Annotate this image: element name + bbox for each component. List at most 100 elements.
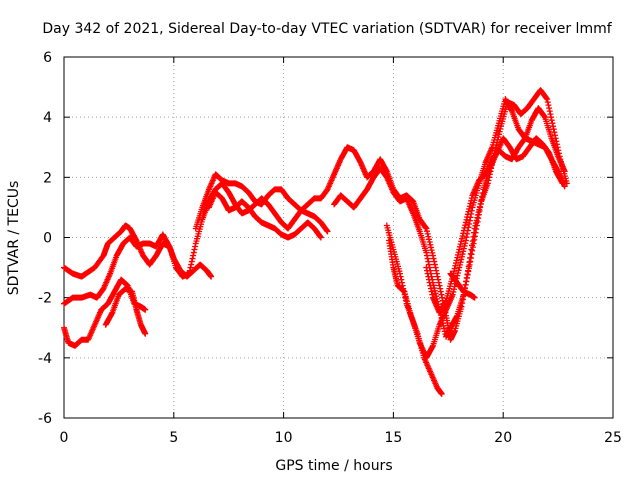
- data-point: [412, 200, 414, 202]
- data-point: [471, 206, 474, 209]
- data-point: [557, 170, 559, 172]
- data-point: [247, 191, 250, 193]
- data-point: [195, 227, 197, 230]
- data-point: [74, 345, 76, 347]
- data-point: [144, 309, 146, 311]
- data-point: [320, 221, 322, 224]
- data-point: [135, 309, 138, 311]
- data-point: [140, 324, 142, 326]
- data-point: [566, 182, 568, 184]
- data-point: [564, 170, 566, 172]
- data-point: [107, 242, 109, 245]
- data-point: [346, 146, 348, 148]
- data-point: [463, 291, 465, 293]
- data-point: [504, 155, 506, 157]
- data-point: [293, 203, 296, 206]
- data-point: [544, 116, 546, 118]
- data-point: [155, 245, 157, 248]
- data-point: [485, 161, 487, 163]
- data-point: [102, 254, 105, 257]
- x-tick-label: 0: [60, 430, 69, 446]
- data-point: [127, 285, 129, 287]
- data-point: [430, 372, 432, 374]
- data-point: [102, 288, 105, 290]
- y-tick-label: 2: [43, 170, 52, 186]
- data-point: [241, 185, 243, 187]
- data-point: [449, 273, 452, 275]
- data-point: [80, 276, 83, 278]
- data-point: [287, 227, 289, 230]
- data-point: [85, 273, 87, 275]
- data-point: [353, 149, 355, 151]
- data-point: [234, 182, 236, 184]
- data-point: [120, 279, 122, 281]
- data-point: [72, 297, 74, 299]
- data-point: [280, 233, 283, 236]
- data-point: [359, 197, 362, 199]
- data-point: [405, 197, 408, 199]
- data-point: [313, 215, 315, 218]
- data-point: [379, 158, 381, 160]
- data-point: [386, 176, 388, 178]
- data-point: [313, 227, 315, 230]
- data-point: [478, 179, 480, 181]
- data-point: [412, 321, 414, 323]
- data-point: [241, 200, 243, 202]
- data-point: [280, 188, 283, 190]
- data-point: [405, 303, 408, 305]
- data-point: [287, 236, 289, 239]
- data-point: [109, 273, 111, 275]
- data-point: [293, 218, 296, 221]
- data-point: [399, 273, 401, 275]
- data-point: [63, 303, 65, 305]
- data-point: [326, 188, 329, 190]
- data-point: [546, 98, 548, 100]
- data-point: [465, 239, 467, 242]
- data-point: [412, 212, 414, 215]
- series-5: [192, 87, 570, 343]
- data-point: [94, 266, 96, 269]
- data-point: [465, 221, 467, 224]
- grid: [64, 57, 613, 418]
- data-point: [122, 242, 124, 245]
- data-point: [397, 285, 399, 287]
- data-point: [274, 188, 276, 190]
- data-point: [320, 236, 322, 239]
- data-point: [208, 188, 210, 190]
- data-point: [537, 107, 539, 109]
- data-point: [195, 242, 197, 245]
- data-point: [346, 200, 348, 202]
- data-point: [419, 342, 421, 344]
- data-point: [118, 294, 120, 296]
- data-point: [199, 263, 201, 266]
- data-point: [333, 173, 335, 175]
- data-point: [359, 161, 362, 163]
- data-point: [300, 227, 302, 230]
- data-point: [142, 242, 144, 245]
- plot-frame: [63, 56, 614, 419]
- data-point: [100, 309, 102, 311]
- data-point: [214, 191, 217, 193]
- data-point: [386, 224, 388, 227]
- y-tick-label: -4: [38, 351, 52, 367]
- series-4: [102, 285, 149, 337]
- data-point: [214, 173, 217, 175]
- data-point: [113, 291, 116, 293]
- data-point: [399, 200, 401, 202]
- data-point: [63, 327, 65, 329]
- y-tick-label: 4: [43, 110, 52, 126]
- data-point: [449, 327, 452, 329]
- data-point: [113, 236, 116, 239]
- y-tick-label: -2: [38, 291, 52, 307]
- data-point: [201, 218, 203, 221]
- data-point: [155, 254, 157, 257]
- axis-ticks: 0 5 10 15 20 25 -6 -4 -2 0 2 4 6: [38, 50, 622, 446]
- data-point: [522, 155, 524, 157]
- data-point: [564, 185, 566, 187]
- data-point: [105, 324, 107, 326]
- data-point: [456, 315, 458, 317]
- data-point: [326, 230, 329, 233]
- data-point: [386, 170, 388, 172]
- data-point: [553, 128, 555, 130]
- data-point: [228, 182, 230, 184]
